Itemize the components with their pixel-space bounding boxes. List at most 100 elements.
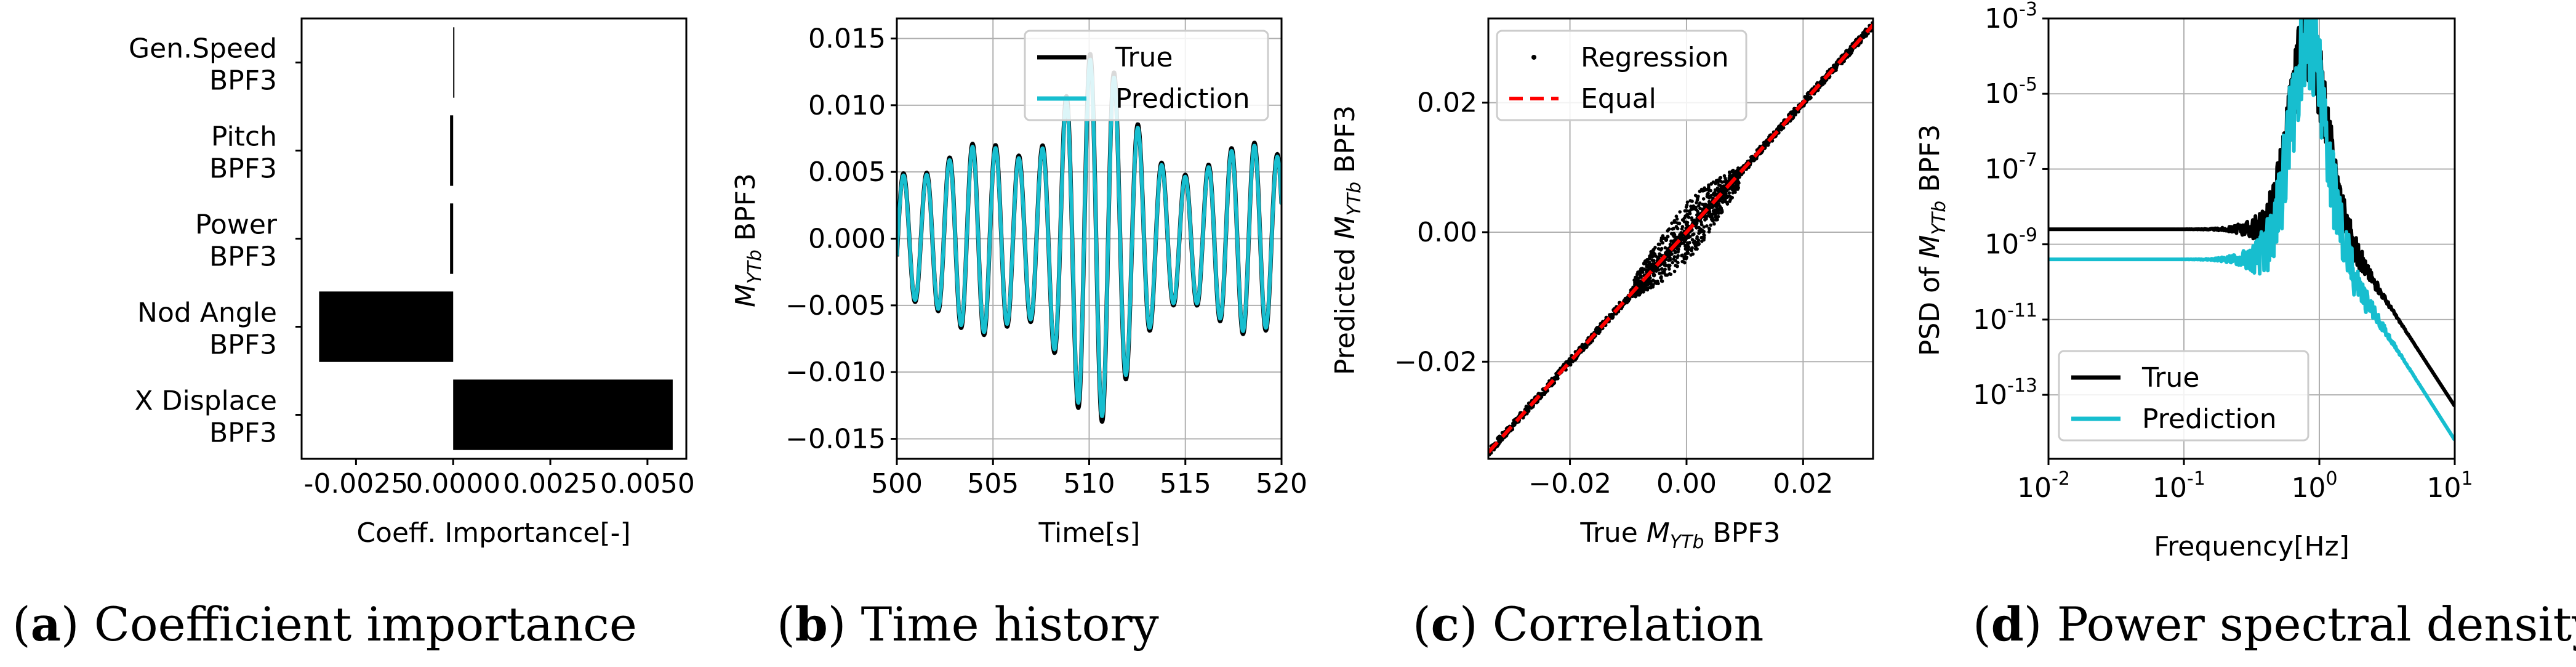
panel-c-point-755 (1808, 95, 1813, 100)
panel-b-x-tick-label-1: 500 (871, 468, 923, 499)
panel-a-bars (319, 27, 673, 450)
panel-c-point-1499 (1658, 242, 1662, 246)
panel-c-point-1256 (1722, 196, 1726, 200)
panel-a-category-label-5: X Displace BPF3 (134, 386, 277, 449)
panel-c-point-1172 (1699, 220, 1703, 224)
panel-c-point-1542 (1679, 231, 1683, 235)
panel-c-x-label-prefix: True (1579, 517, 1646, 549)
panel-c-point-1571 (1685, 234, 1690, 238)
panel-a-category-label-2: Pitch BPF3 (209, 121, 277, 185)
panel-d-y-tick-label-3: 10-7 (1984, 149, 2037, 185)
panel-c-point-1442 (1655, 269, 1658, 273)
caption-c: (c) Correlation (1413, 597, 1763, 652)
panel-c-point-1306 (1638, 280, 1642, 284)
panel-c-point-1441 (1696, 197, 1699, 201)
panel-d-y-tick-label-5: 10-11 (1973, 300, 2037, 336)
panel-c-point-1547 (1715, 217, 1719, 220)
panel-a-category-label-4: Nod Angle BPF3 (137, 297, 277, 361)
panel-c-legend-regression-swatch (1531, 55, 1536, 60)
panel-c-y-tick-label-2: 0.00 (1417, 217, 1477, 248)
panel-b-y-tick-label-1: 0.015 (808, 23, 886, 55)
panel-c-point-980 (1707, 230, 1711, 234)
panel-a-x-tick-label-3: 0.0025 (503, 468, 598, 499)
panel-c-point-1516 (1717, 202, 1721, 206)
panel-d-x-tick-label-4: 101 (2426, 468, 2473, 504)
panel-c-point-1351 (1736, 171, 1740, 176)
panel-c-point-1329 (1670, 252, 1674, 256)
panel-c-point-1397 (1683, 209, 1688, 213)
panel-c-point-1443 (1675, 217, 1679, 221)
panel-c-legend-box (1496, 30, 1747, 121)
panel-b-legend: True Prediction (1024, 30, 1269, 121)
panel-c-point-231 (1584, 344, 1589, 349)
panel-c-point-1333 (1660, 267, 1664, 271)
panel-c-point-1010 (1663, 246, 1667, 250)
panel-c-point-1523 (1659, 276, 1663, 280)
panel-c-point-1582 (1698, 201, 1702, 205)
panel-c-y-ticks: 0.02 0.00 −0.02 (1394, 87, 1488, 378)
panel-d-y-label-subscript: YTb (1928, 201, 1950, 235)
panel-c-point-1481 (1695, 226, 1698, 230)
panel-c-point-1559 (1667, 267, 1671, 271)
panel-c-point-1492 (1639, 283, 1643, 288)
panel-b-y-ticks: 0.015 0.010 0.005 0.000 −0.005 −0.010 −0.015 (785, 23, 897, 455)
panel-c-point-1369 (1672, 227, 1676, 230)
panel-c-point-95 (1527, 409, 1531, 413)
panel-c-point-1504 (1651, 267, 1655, 272)
panel-c-point-1453 (1634, 275, 1637, 280)
panel-c-point-1418 (1653, 280, 1657, 283)
panel-a-bar-5 (453, 379, 673, 450)
panel-c-point-1357 (1695, 247, 1699, 251)
caption-d: (d) Power spectral density (1973, 597, 2576, 652)
panel-c-point-921 (1709, 223, 1713, 227)
panel-c-point-1545 (1695, 201, 1698, 204)
panel-c-point-1423 (1690, 247, 1694, 251)
panel-c-point-1568 (1647, 262, 1651, 267)
panel-c-point-1579 (1687, 216, 1691, 219)
panel-c-point-1475 (1641, 270, 1645, 274)
panel-c-x-tick-label-3: 0.02 (1773, 468, 1833, 499)
panel-b-x-tick-label-3: 510 (1064, 468, 1115, 499)
panel-c-point-1498 (1647, 265, 1651, 270)
panel-c-point-1509 (1690, 238, 1695, 242)
panel-c-point-1536 (1680, 259, 1684, 264)
panel-c-point-1434 (1737, 174, 1741, 179)
panel-c-y-label-symbol: M (1330, 216, 1361, 240)
panel-c-point-1226 (1711, 180, 1715, 184)
panel-c-point-1399 (1685, 244, 1690, 248)
panel-c-point-1588 (1647, 256, 1651, 261)
panel-c-point-1438 (1709, 188, 1712, 193)
panel-c-point-1539 (1686, 251, 1690, 255)
panel-d-series-true-line (2048, 18, 2455, 408)
panel-c-point-1465 (1661, 234, 1665, 238)
panel-c-point-1491 (1688, 199, 1692, 203)
panel-c-point-1455 (1684, 236, 1688, 241)
caption-b: (b) Time history (777, 597, 1159, 652)
panel-c-point-1301 (1713, 208, 1717, 212)
panel-c: −0.02 0.00 0.02 0.020.00−0.02 True MYTb BP… (1330, 17, 1874, 553)
panel-d-y-tick-label-1: 10-3 (1984, 0, 2037, 34)
panel-c-point-1581 (1664, 273, 1667, 277)
panel-c-point-1440 (1685, 212, 1689, 217)
panel-c-point-1556 (1672, 232, 1676, 236)
panel-c-point-1250 (1697, 229, 1701, 233)
panel-c-point-1558 (1721, 200, 1725, 204)
panel-c-point-1414 (1674, 264, 1677, 268)
panel-c-point-1415 (1635, 272, 1639, 277)
panel-c-point-1232 (1705, 224, 1709, 228)
panel-b-legend-prediction-label: Prediction (1115, 83, 1250, 115)
panel-c-point-1563 (1696, 238, 1701, 242)
panel-c-point-1348 (1720, 210, 1723, 214)
panel-d-y-label-symbol: M (1914, 235, 1946, 259)
panel-c-point-1500 (1641, 286, 1645, 290)
panel-c-point-1221 (1658, 252, 1661, 256)
panel-c-point-1303 (1712, 222, 1716, 226)
panel-c-point-1580 (1689, 204, 1693, 208)
panel-d-series-prediction-line (2048, 18, 2455, 442)
caption-a-text: ) Coefficient importance (61, 597, 637, 652)
caption-a-letter: a (31, 597, 61, 652)
panel-c-point-1573 (1731, 170, 1735, 174)
panel-a: Gen.Speed BPF3 Pitch BPF3 Power BPF3 Nod Angle… (129, 17, 695, 549)
panel-d-x-tick-label-2: 10-1 (2153, 468, 2205, 504)
